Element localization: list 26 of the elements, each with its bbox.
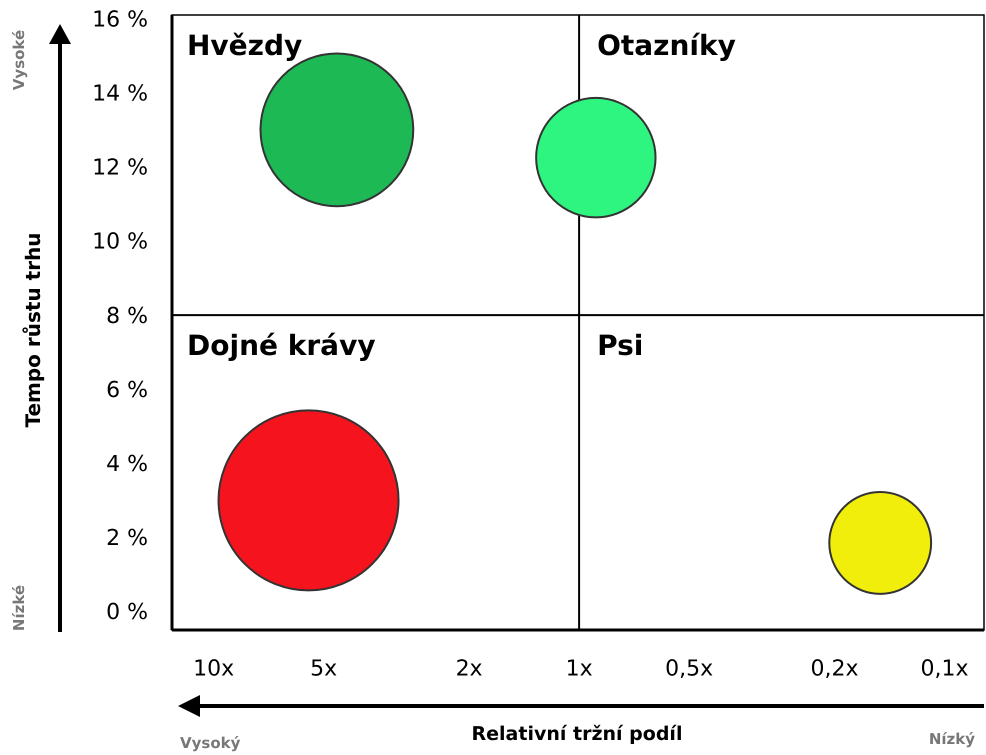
text: Vysoký [180,734,241,752]
x-tick-label: 5x [310,656,338,682]
y-tick-label: 10 % [92,230,148,255]
y-tick-label: 6 % [106,378,148,403]
x-tick-label: 2x [456,656,483,682]
x-tick-label: 0,5x [665,656,714,682]
y-axis-title: Tempo růstu trhu [21,232,45,428]
text: Nízké [10,584,28,632]
x-tick-label: 1x [566,656,593,682]
x-tick-label: 10x [193,656,234,682]
text: Vysoké [10,30,28,90]
x-tick-label: 0,1x [920,656,969,682]
annotation: Otazníky [597,29,736,62]
annotation: Dojné krávy [187,329,376,362]
x-axis-title: Relativní tržní podíl [472,723,682,745]
y-tick-label: 2 % [106,526,148,552]
y-tick-label: 0 % [106,600,148,626]
y-tick-label: 16 % [92,7,148,32]
annotation: Hvězdy [187,29,302,62]
y-tick-label: 4 % [106,452,148,477]
x-tick-label: 0,2x [810,656,859,682]
y-tick-label: 12 % [92,156,148,181]
annotation: Psi [597,329,644,362]
y-tick-label: 8 % [106,304,148,329]
y-tick-label: 14 % [92,82,148,106]
text: Nízký [928,730,976,748]
